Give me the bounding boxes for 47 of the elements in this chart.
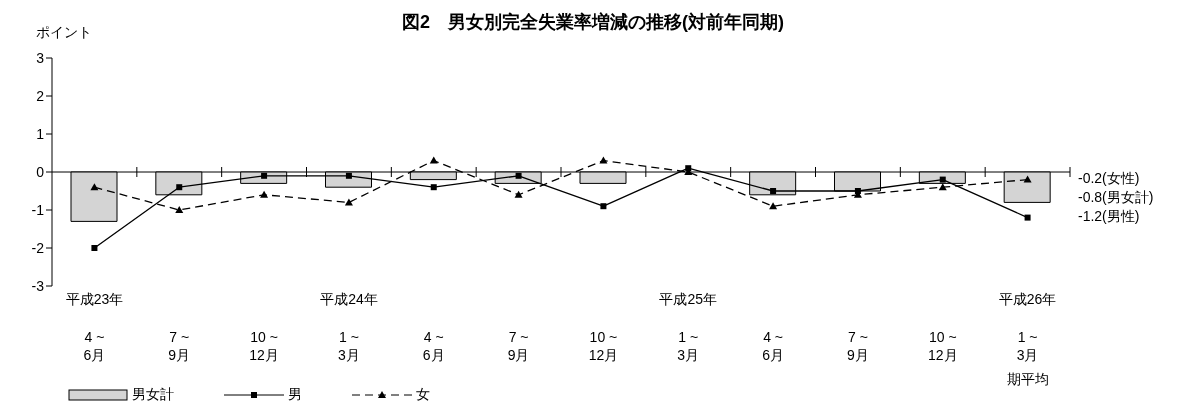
point: [770, 188, 777, 194]
point: [429, 156, 438, 164]
y-tick-label: -2: [31, 239, 45, 256]
y-tick-label: -1: [31, 201, 45, 218]
point: [938, 183, 947, 191]
x-tick-label: 4 ~6月: [762, 329, 784, 363]
category-label: 平成23年 4 ~6月: [65, 291, 124, 363]
point: [939, 176, 946, 183]
point: [91, 245, 98, 251]
point: [175, 206, 184, 213]
point: [260, 190, 269, 198]
point: [345, 172, 352, 179]
y-tick-label: 3: [36, 49, 45, 66]
category-label: 平成25年 1 ~3月: [659, 291, 718, 363]
point: [1024, 214, 1031, 221]
x-tick-label: 7 ~9月: [847, 329, 869, 363]
point: [261, 172, 268, 179]
y-tick-label: 1: [36, 125, 45, 142]
point: [430, 184, 437, 191]
point: [515, 172, 522, 179]
y-tick-label: 2: [36, 87, 45, 104]
text: -0.2(女性): [1078, 170, 1140, 188]
point: [1023, 175, 1032, 183]
text: -0.8(男女計): [1078, 189, 1154, 207]
point: [600, 203, 607, 210]
y-axis-title: ポイント: [36, 24, 92, 42]
point: [599, 156, 608, 164]
category-label: 平成24年 1 ~3月: [320, 291, 378, 363]
x-tick-label: 4 ~6月: [422, 329, 445, 363]
legend-label: 男: [288, 386, 302, 404]
category-label: 平成26年 1 ~3月: [998, 291, 1057, 363]
point: [176, 184, 183, 191]
point: [514, 190, 523, 198]
legend-label: 男女計: [132, 386, 174, 404]
point: [90, 183, 99, 191]
chart-title: 図2 男女別完全失業率増減の推移(対前年同期): [402, 12, 784, 32]
text: -1.2(男性): [1078, 208, 1140, 226]
y-tick-label: 0: [36, 163, 45, 180]
x-tick-label: 10 ~12月: [927, 329, 958, 363]
x-tick-label: 10 ~12月: [249, 329, 279, 363]
x-tick-label: 7 ~9月: [507, 329, 530, 363]
y-tick-label: -3: [31, 277, 45, 294]
point: [769, 202, 778, 210]
text: 期平均: [1006, 371, 1049, 387]
x-tick-label: 7 ~9月: [168, 329, 191, 363]
x-tick-label: 10 ~12月: [588, 329, 619, 363]
legend-label: 女: [416, 386, 430, 404]
